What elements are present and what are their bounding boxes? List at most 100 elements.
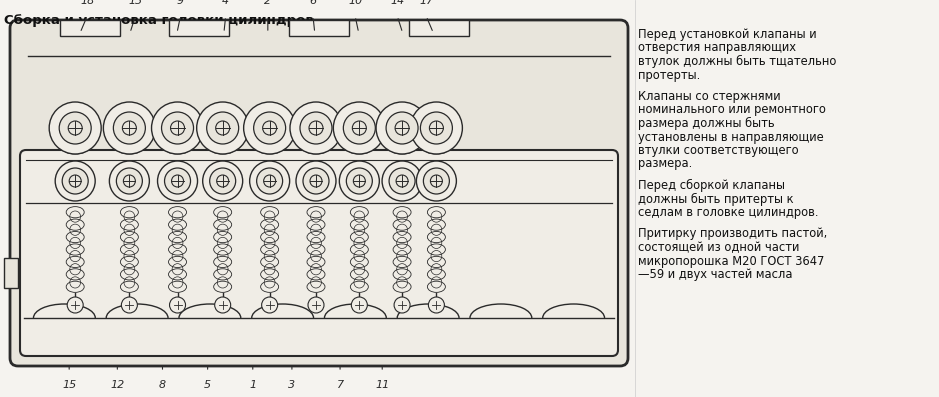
Text: 18: 18 (80, 0, 94, 6)
Text: номинального или ремонтного: номинального или ремонтного (638, 104, 826, 116)
Circle shape (114, 112, 146, 144)
Circle shape (416, 161, 456, 201)
Circle shape (395, 121, 409, 135)
Circle shape (116, 168, 143, 194)
Circle shape (172, 175, 183, 187)
Circle shape (68, 297, 84, 313)
Text: отверстия направляющих: отверстия направляющих (638, 42, 796, 54)
Circle shape (300, 112, 332, 144)
Circle shape (209, 168, 236, 194)
Circle shape (428, 297, 444, 313)
Circle shape (296, 161, 336, 201)
Text: установлены в направляющие: установлены в направляющие (638, 131, 824, 143)
Text: 12: 12 (110, 380, 125, 390)
Circle shape (103, 102, 155, 154)
Circle shape (196, 102, 249, 154)
Text: Перед сборкой клапаны: Перед сборкой клапаны (638, 179, 785, 192)
Circle shape (158, 161, 197, 201)
Circle shape (162, 112, 193, 144)
Text: размера.: размера. (638, 158, 692, 170)
Circle shape (421, 112, 453, 144)
Circle shape (216, 121, 230, 135)
Text: 6: 6 (310, 0, 316, 6)
Bar (289, 20, 349, 36)
Text: втулки соответствующего: втулки соответствующего (638, 144, 799, 157)
Circle shape (351, 297, 367, 313)
Circle shape (207, 112, 239, 144)
Circle shape (310, 175, 322, 187)
Text: Притирку производить пастой,: Притирку производить пастой, (638, 227, 827, 241)
Circle shape (250, 161, 289, 201)
Circle shape (55, 161, 95, 201)
Circle shape (262, 297, 278, 313)
Circle shape (109, 161, 149, 201)
FancyBboxPatch shape (10, 20, 628, 366)
Text: 15: 15 (62, 380, 76, 390)
Circle shape (49, 102, 101, 154)
Circle shape (151, 102, 204, 154)
Circle shape (303, 168, 329, 194)
Circle shape (217, 175, 229, 187)
Circle shape (256, 168, 283, 194)
Text: —59 и двух частей масла: —59 и двух частей масла (638, 268, 793, 281)
Circle shape (423, 168, 450, 194)
Circle shape (203, 161, 242, 201)
Bar (4, 258, 18, 288)
Circle shape (386, 112, 418, 144)
Circle shape (171, 121, 185, 135)
Text: 13: 13 (129, 0, 143, 6)
Text: размера должны быть: размера должны быть (638, 117, 775, 130)
Text: 9: 9 (177, 0, 184, 6)
Text: Перед установкой клапаны и: Перед установкой клапаны и (638, 28, 817, 41)
Circle shape (69, 121, 83, 135)
Circle shape (377, 102, 428, 154)
Circle shape (121, 297, 137, 313)
Circle shape (382, 161, 422, 201)
Bar (168, 20, 229, 36)
Bar (409, 20, 470, 36)
Circle shape (339, 161, 379, 201)
Circle shape (389, 168, 415, 194)
Circle shape (264, 175, 276, 187)
Circle shape (396, 175, 408, 187)
Text: должны быть притерты к: должны быть притерты к (638, 193, 793, 206)
Circle shape (410, 102, 462, 154)
Circle shape (394, 297, 410, 313)
Circle shape (429, 121, 443, 135)
Circle shape (290, 102, 342, 154)
Circle shape (59, 112, 91, 144)
FancyBboxPatch shape (20, 150, 618, 356)
Text: 4: 4 (223, 0, 229, 6)
Circle shape (263, 121, 277, 135)
Circle shape (243, 102, 296, 154)
Circle shape (308, 297, 324, 313)
Text: 17: 17 (419, 0, 433, 6)
Circle shape (346, 168, 373, 194)
Text: 16: 16 (427, 120, 441, 130)
Text: 7: 7 (336, 380, 344, 390)
Text: 14: 14 (390, 0, 405, 6)
Text: 8: 8 (159, 380, 166, 390)
Text: 11: 11 (375, 380, 390, 390)
Text: состоящей из одной части: состоящей из одной части (638, 241, 799, 254)
Circle shape (309, 121, 323, 135)
Circle shape (123, 175, 135, 187)
Text: 1: 1 (249, 380, 256, 390)
Text: седлам в головке цилиндров.: седлам в головке цилиндров. (638, 206, 819, 219)
Circle shape (254, 112, 285, 144)
Circle shape (170, 297, 186, 313)
Circle shape (352, 121, 366, 135)
Circle shape (62, 168, 88, 194)
Circle shape (69, 175, 81, 187)
Text: Клапаны со стержнями: Клапаны со стержнями (638, 90, 780, 103)
Bar (60, 20, 120, 36)
Text: микропорошка М20 ГОСТ 3647: микропорошка М20 ГОСТ 3647 (638, 254, 824, 268)
Text: втулок должны быть тщательно: втулок должны быть тщательно (638, 55, 837, 68)
Circle shape (430, 175, 442, 187)
Text: 10: 10 (348, 0, 362, 6)
Text: Сборка и установка головки цилиндров: Сборка и установка головки цилиндров (4, 14, 314, 27)
Text: протерты.: протерты. (638, 69, 700, 81)
Text: 5: 5 (204, 380, 211, 390)
Circle shape (164, 168, 191, 194)
Circle shape (215, 297, 231, 313)
